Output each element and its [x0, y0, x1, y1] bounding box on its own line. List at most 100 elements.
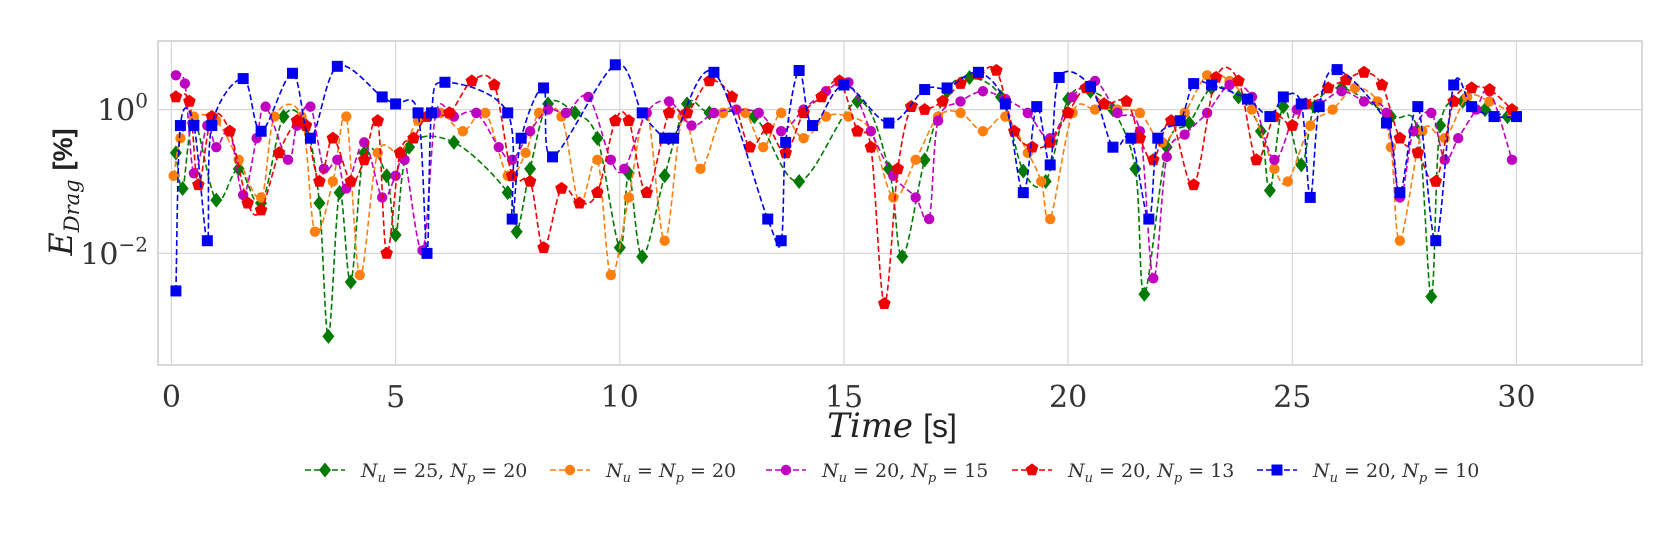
data-point — [443, 106, 456, 119]
data-point — [936, 94, 949, 107]
data-point — [1112, 107, 1123, 119]
data-point — [313, 195, 326, 211]
data-point — [663, 96, 675, 107]
data-point — [918, 152, 931, 168]
data-point — [1232, 74, 1245, 87]
data-point — [1044, 213, 1056, 225]
data-point — [1394, 187, 1406, 199]
data-point — [1426, 107, 1437, 119]
data-point — [282, 154, 294, 166]
data-point — [176, 180, 189, 196]
data-point — [1147, 153, 1160, 166]
legend-item-4: Nu = 20, Np = 13 — [1012, 460, 1234, 486]
data-point — [1425, 289, 1438, 305]
data-point — [390, 170, 401, 181]
data-point — [439, 76, 451, 88]
data-point — [380, 168, 393, 184]
data-point — [807, 120, 819, 132]
y-tick-label: 10−2 — [80, 232, 148, 272]
legend-label: Nu = 20, Np = 10 — [1312, 460, 1479, 486]
data-point — [1120, 94, 1133, 107]
data-point — [896, 249, 909, 265]
data-point — [170, 285, 182, 297]
data-point — [1134, 107, 1146, 119]
data-point — [287, 67, 299, 79]
data-point — [304, 132, 316, 144]
data-point — [717, 107, 729, 119]
data-point — [815, 90, 828, 103]
data-point — [1506, 154, 1518, 166]
data-point — [505, 169, 519, 182]
data-point — [662, 106, 676, 119]
data-point — [515, 132, 527, 144]
data-point — [851, 124, 864, 137]
data-point — [1264, 111, 1276, 123]
data-point — [888, 192, 899, 203]
data-point — [592, 154, 603, 166]
data-point — [1385, 141, 1397, 153]
data-point — [864, 140, 878, 153]
data-point — [1263, 182, 1276, 198]
data-point — [254, 203, 268, 216]
data-point — [560, 107, 572, 119]
data-point — [1246, 104, 1258, 115]
data-point — [1304, 191, 1316, 203]
legend-label: Nu = 20, Np = 13 — [1067, 460, 1234, 486]
data-point — [201, 235, 213, 247]
data-point — [205, 110, 219, 122]
data-point — [169, 90, 183, 103]
data-point — [322, 328, 335, 344]
data-point — [1411, 146, 1425, 159]
data-point — [260, 101, 271, 112]
data-point — [1305, 120, 1316, 131]
data-point — [918, 103, 931, 115]
data-point — [1321, 81, 1335, 94]
data-point — [753, 107, 764, 119]
data-point — [1339, 73, 1353, 86]
plot-frame — [157, 40, 1643, 366]
data-point — [290, 114, 304, 127]
legend-marker — [564, 464, 576, 476]
legend-marker — [1025, 463, 1039, 476]
data-point — [206, 120, 218, 132]
svg-text:EDrag[%]: EDrag [%] — [42, 128, 84, 256]
data-point — [1452, 133, 1464, 144]
data-point — [488, 78, 501, 91]
legend-item-2: Nu = Np = 20 — [550, 460, 736, 486]
data-point — [780, 136, 792, 148]
data-point — [1331, 64, 1343, 76]
data-point — [972, 66, 984, 78]
data-point — [555, 181, 568, 194]
x-tick-label: 10 — [601, 380, 639, 415]
data-point — [1250, 153, 1263, 166]
data-point — [389, 227, 402, 243]
data-point — [1000, 111, 1011, 122]
x-tick-label: 15 — [825, 380, 863, 415]
data-point — [640, 186, 653, 198]
data-point — [659, 235, 670, 246]
data-point — [358, 153, 371, 166]
data-point — [547, 151, 559, 163]
data-point — [480, 107, 491, 119]
data-point — [955, 96, 966, 107]
data-point — [542, 104, 554, 115]
data-point — [188, 168, 200, 179]
data-point — [168, 170, 179, 181]
data-point — [309, 226, 321, 237]
data-point — [344, 274, 357, 290]
data-point — [775, 126, 787, 137]
data-point — [1483, 83, 1496, 95]
data-point — [1206, 79, 1218, 91]
data-point — [1488, 111, 1500, 123]
data-point — [878, 297, 891, 309]
data-point — [1179, 129, 1190, 140]
data-point — [1188, 78, 1200, 90]
data-point — [658, 168, 671, 184]
data-point — [1031, 101, 1043, 113]
data-point — [380, 246, 393, 259]
data-point — [471, 107, 482, 119]
data-point — [538, 82, 550, 94]
x-axis-label-unit: [s] — [923, 408, 957, 444]
data-point — [793, 64, 805, 76]
series-4 — [169, 63, 1519, 309]
